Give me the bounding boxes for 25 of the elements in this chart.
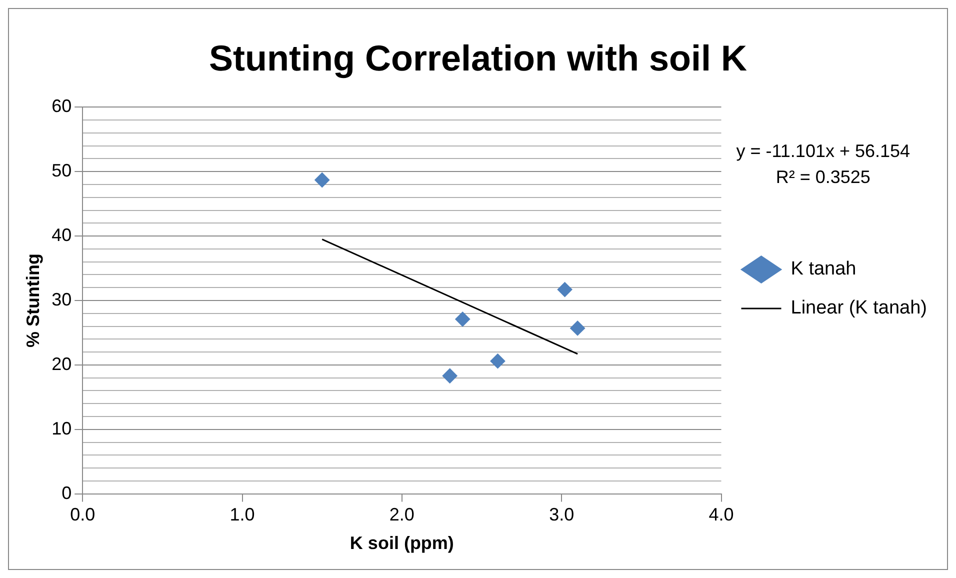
text: y = -11.101x + 56.154 bbox=[736, 141, 910, 162]
point bbox=[490, 354, 506, 369]
point bbox=[314, 172, 330, 188]
y-tick-label: 60 bbox=[52, 96, 72, 116]
y-axis-title: % Stunting bbox=[22, 254, 43, 348]
y-tick-label: 50 bbox=[52, 160, 72, 181]
x-tick-label: 3.0 bbox=[549, 504, 574, 525]
y-tick-label: 10 bbox=[52, 418, 72, 438]
x-tick-label: 1.0 bbox=[230, 504, 255, 525]
x-axis-title: K soil (ppm) bbox=[350, 533, 454, 554]
x-tick-label: 2.0 bbox=[389, 504, 414, 525]
legend-label: K tanah bbox=[790, 258, 856, 280]
x-tick-label: 0.0 bbox=[70, 504, 96, 525]
x-tick-label: 4.0 bbox=[708, 504, 734, 525]
text: R² = 0.3525 bbox=[776, 167, 870, 188]
y-tick-label: 40 bbox=[52, 225, 72, 246]
y-tick-label: 30 bbox=[52, 289, 72, 310]
y-tick-label: 0 bbox=[62, 482, 72, 503]
point bbox=[557, 282, 572, 298]
point bbox=[570, 320, 586, 336]
chart-title: Stunting Correlation with soil K bbox=[209, 38, 747, 79]
point bbox=[442, 368, 458, 384]
point bbox=[455, 312, 470, 327]
y-tick-label: 20 bbox=[52, 354, 72, 374]
legend-label: Linear (K tanah) bbox=[790, 298, 928, 319]
